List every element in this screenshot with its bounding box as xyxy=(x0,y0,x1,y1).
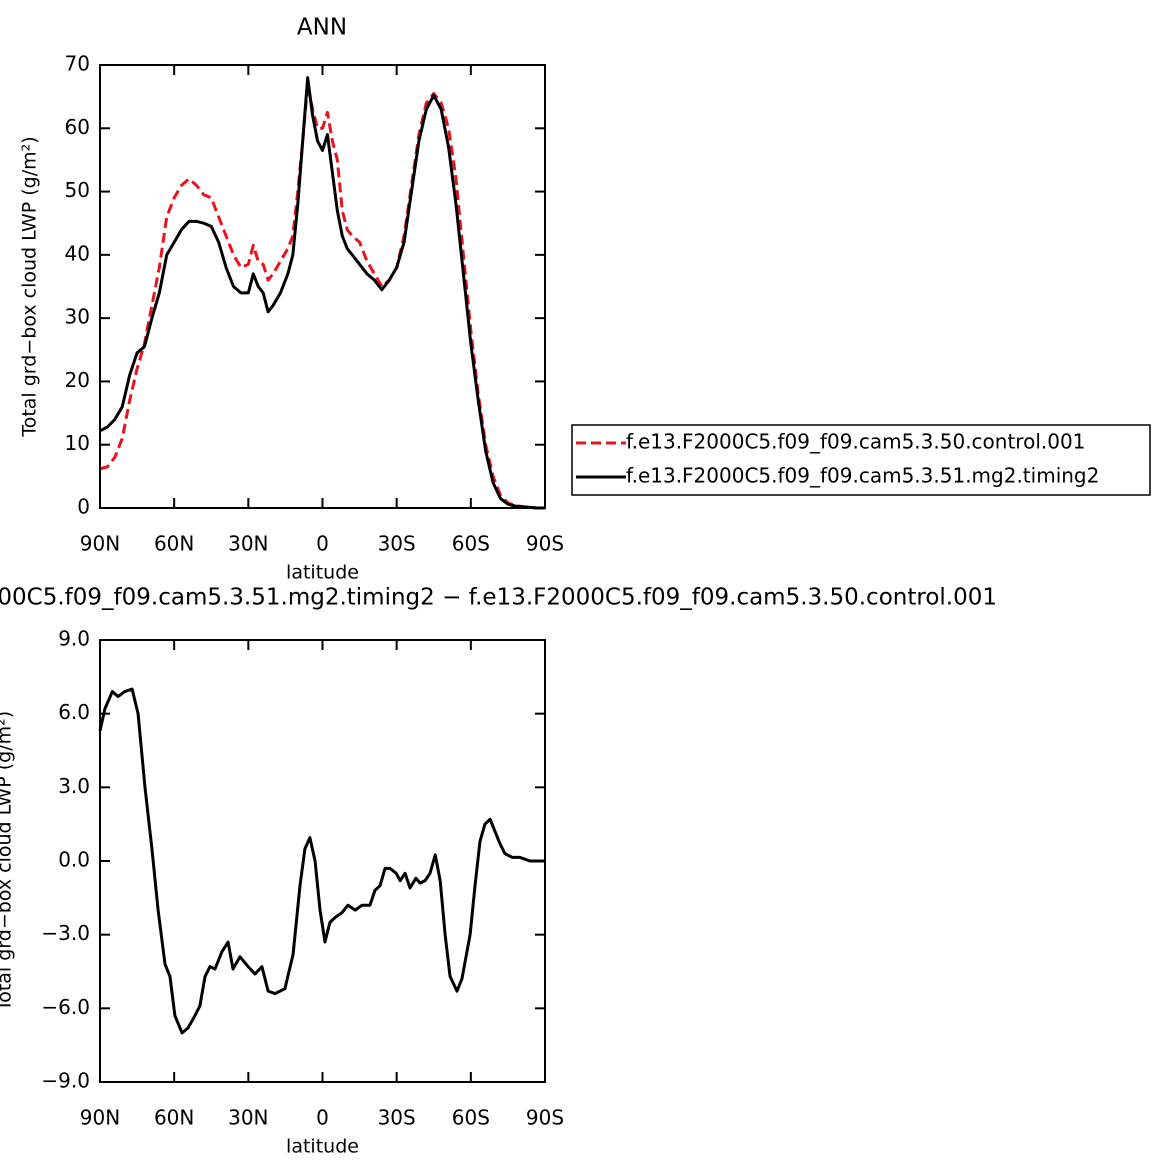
x-tick-label: 60N xyxy=(154,1106,194,1130)
x-tick-label: 0 xyxy=(316,532,329,556)
legend-label: f.e13.F2000C5.f09_f09.cam5.3.51.mg2.timi… xyxy=(626,464,1099,488)
chart-title: ANN xyxy=(297,15,347,41)
x-axis-label: latitude xyxy=(286,1136,359,1158)
x-tick-label: 60S xyxy=(452,532,490,556)
x-tick-label: 0 xyxy=(316,1106,329,1130)
y-tick-label: 6.0 xyxy=(58,700,90,724)
y-tick-label: 60 xyxy=(65,115,90,139)
x-tick-label: 90N xyxy=(80,1106,120,1130)
x-tick-label: 90N xyxy=(80,532,120,556)
y-tick-label: 3.0 xyxy=(58,774,90,798)
legend-box xyxy=(571,424,1151,496)
x-tick-label: 90S xyxy=(526,532,564,556)
y-tick-label: 0 xyxy=(77,495,90,519)
x-tick-label: 60N xyxy=(154,532,194,556)
y-tick-label: 40 xyxy=(65,241,90,265)
x-tick-label: 90S xyxy=(526,1106,564,1130)
x-tick-label: 30N xyxy=(228,532,268,556)
x-tick-label: 30N xyxy=(228,1106,268,1130)
y-tick-label: 50 xyxy=(65,178,90,202)
x-tick-label: 30S xyxy=(378,532,416,556)
y-tick-label: 10 xyxy=(65,431,90,455)
y-tick-label: −9.0 xyxy=(41,1069,90,1093)
plot-frame xyxy=(99,64,546,509)
y-tick-label: 9.0 xyxy=(58,627,90,651)
x-axis-label: latitude xyxy=(286,562,359,584)
x-tick-label: 30S xyxy=(378,1106,416,1130)
x-tick-label: 60S xyxy=(452,1106,490,1130)
y-axis-label: Total grd−box cloud LWP (g/m²) xyxy=(0,711,16,1012)
legend-label: f.e13.F2000C5.f09_f09.cam5.3.50.control.… xyxy=(626,430,1085,454)
y-axis-label: Total grd−box cloud LWP (g/m²) xyxy=(19,136,41,437)
y-tick-label: −6.0 xyxy=(41,995,90,1019)
data-line xyxy=(99,76,545,510)
plot-frame xyxy=(99,639,546,1083)
y-tick-label: 30 xyxy=(65,305,90,329)
y-tick-label: −3.0 xyxy=(41,921,90,945)
y-tick-label: 20 xyxy=(65,368,90,392)
y-tick-label: 70 xyxy=(65,52,90,76)
y-tick-label: 0.0 xyxy=(58,848,90,872)
chart-title: f.e13.F2000C5.f09_f09.cam5.3.51.mg2.timi… xyxy=(0,585,997,611)
data-line xyxy=(98,687,545,1035)
data-line xyxy=(99,82,545,510)
